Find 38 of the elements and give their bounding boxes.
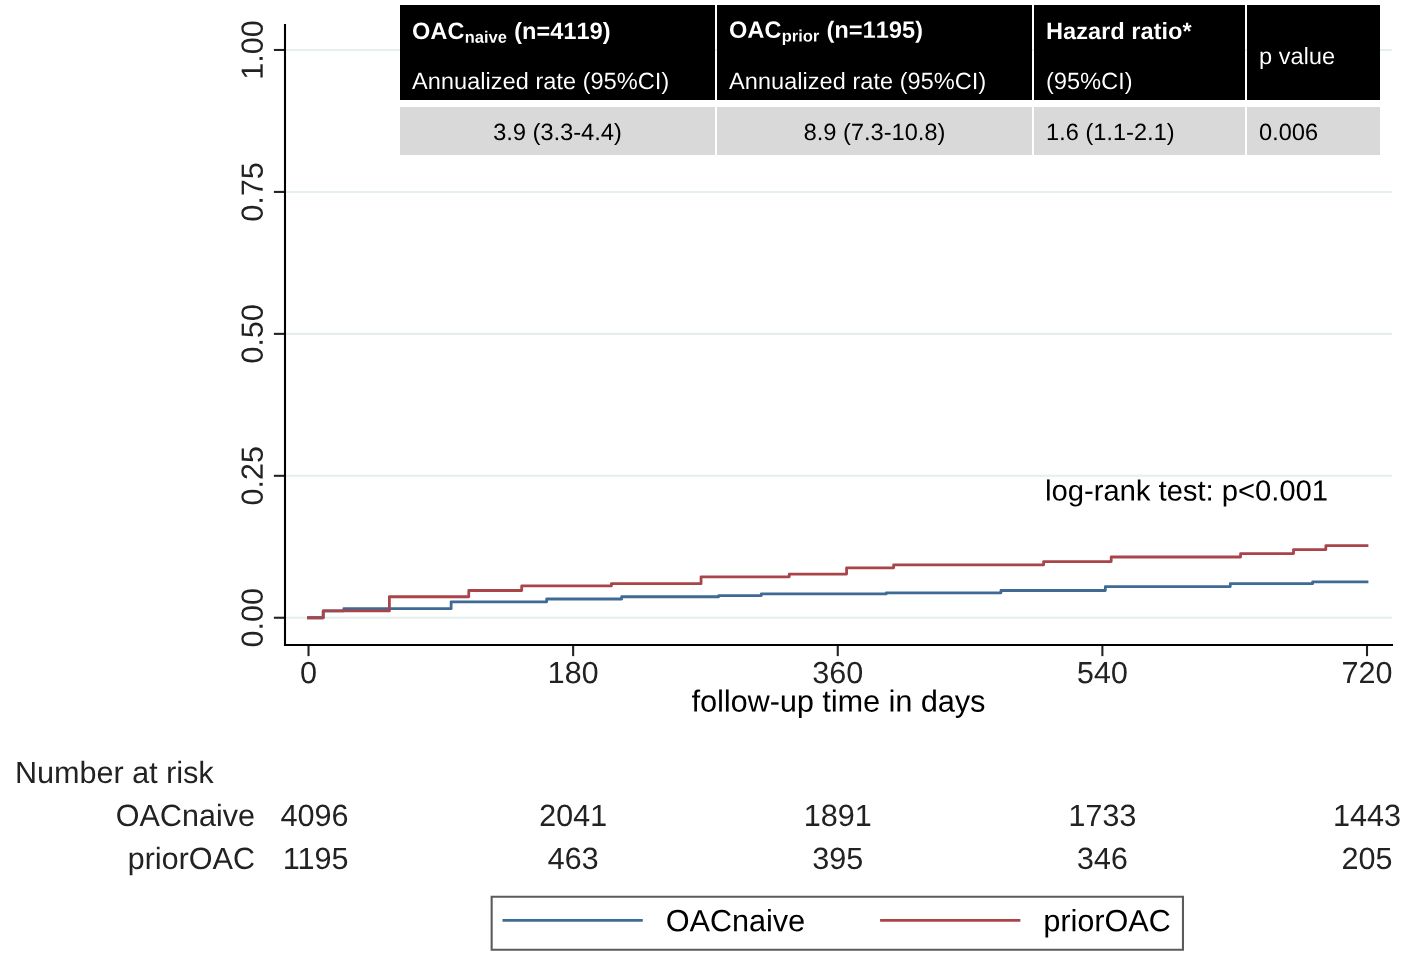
- x-tick-label: 720: [1343, 661, 1392, 684]
- annotation: (95%CI): [1047, 72, 1132, 94]
- legend-label: priorOAC: [1045, 909, 1170, 938]
- x-axis-title: follow-up time in days: [692, 689, 985, 718]
- x-tick-label: 540: [1078, 661, 1127, 684]
- text: 463: [548, 847, 598, 870]
- text: priorOAC: [129, 846, 254, 876]
- text: 1443: [1335, 804, 1400, 827]
- text: 395: [813, 847, 862, 870]
- annotation: Annualized rate (95%CI): [412, 72, 668, 94]
- text: OACnaive: [117, 803, 254, 827]
- legend-label: OACnaive: [667, 909, 804, 932]
- annotation: 0.006: [1259, 123, 1318, 141]
- text: 2041: [540, 804, 606, 827]
- text: 1195: [285, 847, 348, 870]
- y-tick-label: 0.25: [241, 447, 263, 505]
- y-tick-label: 0.00: [241, 589, 263, 647]
- text: 205: [1343, 847, 1392, 870]
- annotation: OAC$_{naive}$ (n=4119): [412, 21, 610, 44]
- y-tick-label: 0.50: [241, 305, 263, 363]
- annotation: OAC$_{prior}$ (n=1195): [729, 20, 922, 45]
- text: 4096: [281, 804, 348, 827]
- annotation: Hazard ratio*: [1047, 22, 1192, 40]
- text: Number at risk: [17, 760, 214, 784]
- y-tick-label: 1.00: [241, 21, 263, 78]
- text: 1733: [1070, 804, 1136, 827]
- x-tick-label: 0: [301, 661, 316, 684]
- text: 346: [1078, 847, 1127, 870]
- annotation: 8.9 (7.3-10.8): [804, 123, 944, 145]
- text: 1891: [806, 804, 871, 827]
- x-tick-label: 360: [813, 661, 863, 684]
- annotation: log-rank test: p<0.001: [1047, 479, 1327, 507]
- annotation: p value: [1260, 47, 1335, 70]
- annotation: 1.6 (1.1-2.1): [1047, 123, 1174, 145]
- annotation: 3.9 (3.3-4.4): [494, 123, 621, 145]
- annotation: Annualized rate (95%CI): [729, 72, 985, 94]
- x-tick-label: 180: [549, 661, 598, 684]
- y-tick-label: 0.75: [241, 163, 263, 221]
